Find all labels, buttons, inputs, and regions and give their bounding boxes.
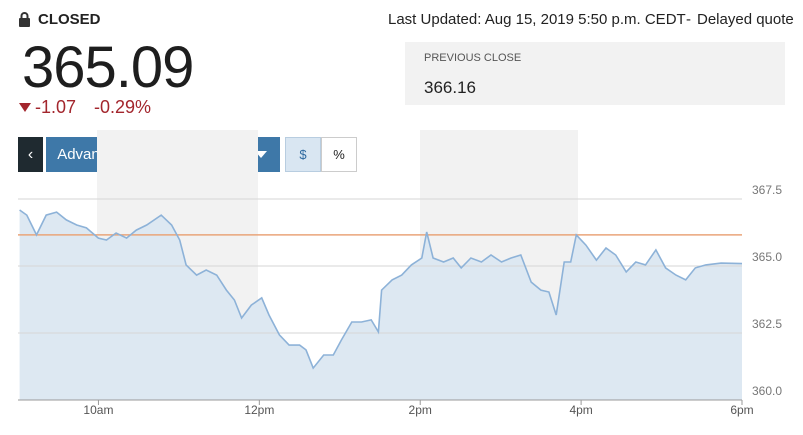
- y-tick-label: 367.5: [752, 183, 782, 197]
- x-tick-label: 2pm: [409, 403, 432, 417]
- lock-icon: [19, 12, 30, 27]
- x-tick-label: 6pm: [730, 403, 753, 417]
- previous-close-value: 366.16: [424, 78, 476, 97]
- x-tick-label: 12pm: [244, 403, 274, 417]
- dollar-toggle[interactable]: $: [285, 137, 321, 172]
- percent-toggle[interactable]: %: [321, 137, 357, 172]
- separator: -: [686, 11, 691, 28]
- price: 365.09: [22, 35, 194, 100]
- change: -1.07: [35, 97, 77, 117]
- change-percent: -0.29%: [94, 97, 152, 117]
- y-tick-label: 360.0: [752, 384, 782, 398]
- previous-close-box: PREVIOUS CLOSE 366.16: [405, 42, 785, 105]
- down-arrow: [19, 103, 31, 112]
- price-line: [19, 209, 743, 370]
- delayed-quote: Delayed quote: [697, 11, 794, 28]
- status: CLOSED: [38, 11, 101, 28]
- previous-close-label: PREVIOUS CLOSE: [424, 52, 522, 64]
- x-tick-label: 10am: [83, 403, 113, 417]
- y-tick-label: 362.5: [752, 317, 782, 331]
- back-button[interactable]: ‹: [18, 137, 43, 172]
- x-tick-label: 4pm: [569, 403, 592, 417]
- last-updated: Last Updated: Aug 15, 2019 5:50 p.m. CED…: [388, 11, 686, 28]
- y-tick-label: 365.0: [752, 250, 782, 264]
